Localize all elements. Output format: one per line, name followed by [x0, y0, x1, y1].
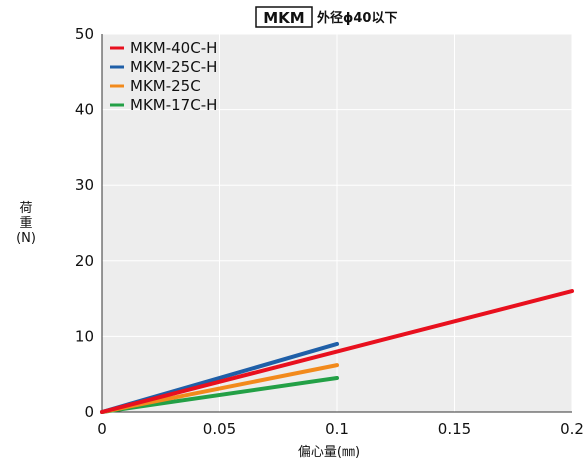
legend-label: MKM-17C-H: [130, 96, 217, 114]
y-axis-title-part: 重: [19, 215, 32, 231]
legend-label: MKM-25C-H: [130, 58, 217, 76]
y-tick-label: 10: [75, 327, 94, 345]
legend-label: MKM-25C: [130, 77, 201, 95]
series-line-mkm-25c: [100, 363, 339, 414]
title-box-frame: [255, 6, 313, 28]
legend-label: MKM-40C-H: [130, 39, 217, 57]
x-tick-label: 0.2: [560, 420, 584, 438]
y-tick-label: 20: [75, 252, 94, 270]
series-line-mkm-17c-h: [100, 375, 339, 414]
y-tick-label: 30: [75, 176, 94, 194]
y-tick-label: 0: [84, 403, 94, 421]
title-box-label: MKM: [263, 9, 304, 27]
series-line-mkm-40c-h: [100, 289, 574, 414]
x-tick-label: 0.05: [203, 420, 236, 438]
y-axis-title-part: 荷: [19, 201, 32, 216]
chart-title: 外径ϕ40以下: [316, 10, 397, 26]
y-tick-label: 50: [75, 25, 94, 43]
x-tick-label: 0.1: [325, 420, 349, 438]
x-tick-label: 0.15: [438, 420, 471, 438]
y-axis-title-part: (N): [16, 231, 36, 246]
x-axis-title: 偏心量(㎜): [298, 445, 360, 460]
x-tick-label: 0: [97, 420, 107, 438]
y-tick-label: 40: [75, 101, 94, 119]
